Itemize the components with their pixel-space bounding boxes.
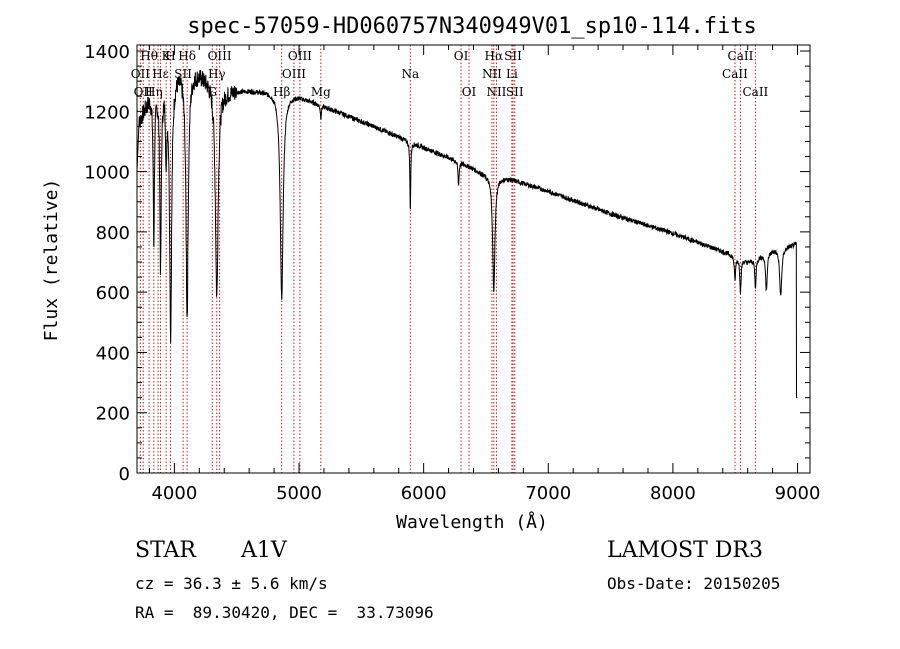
line-marker-labels: OII OII Hθ Hη Hε KH SII Hδ G Hγ OIII Hβ OIII OIII Mg Na… [131,49,769,99]
y-tick-label: 1000 [84,163,130,184]
line-marker-label: Hε [152,67,169,81]
y-tick-label: 200 [96,404,130,425]
chart-title: spec-57059-HD060757N340949V01_sp10-114.f… [187,14,757,39]
x-tick-label: 7000 [525,483,571,504]
survey-name: LAMOST DR3 [607,538,763,563]
x-tick-label: 4000 [151,483,197,504]
line-marker-label: SII [506,85,524,99]
line-marker-label: OIII [282,67,306,81]
line-marker-label: Hβ [273,85,290,99]
redshift-cz: cz = 36.3 ± 5.6 km/s [135,574,328,593]
line-marker-label: Hθ [140,49,158,63]
line-marker-label: CaII [728,49,754,63]
observation-date: Obs-Date: 20150205 [607,574,781,593]
line-marker-label: OII [131,67,151,81]
y-tick-label: 1200 [84,102,130,123]
x-tick-label: 6000 [401,483,447,504]
line-markers [139,45,756,473]
line-marker-label: G [207,85,217,99]
object-class: STAR [135,538,196,563]
line-marker-label: Na [401,67,419,81]
y-tick-label: 0 [119,464,130,485]
line-marker-label: OIII [288,49,312,63]
line-marker-label: SII [174,67,192,81]
line-marker-label: H [165,49,175,63]
line-marker-label: Li [506,67,518,81]
y-tick-label: 800 [96,223,130,244]
x-axis-label: Wavelength (Å) [396,511,548,533]
line-marker-label: Mg [311,85,331,99]
coordinates: RA = 89.30420, DEC = 33.73096 [135,603,434,622]
line-marker-label: OI [454,49,469,63]
axis-ticks: 4000 5000 6000 7000 8000 9000 0 200 400 600 800 100… [84,42,820,504]
line-marker-label: K [162,49,172,63]
y-tick-label: 400 [96,343,130,364]
plot-frame [136,44,811,474]
x-tick-label: 8000 [650,483,696,504]
line-marker-label: Hα [485,49,504,63]
line-marker-label: NII [486,85,506,99]
line-marker-label: Hγ [208,67,226,81]
line-marker-label: OI [462,85,477,99]
y-tick-label: 1400 [84,42,130,63]
spectrum-series-line [136,69,798,399]
line-marker-label: Hδ [178,49,196,63]
line-marker-label: CaII [742,85,768,99]
x-tick-label: 9000 [775,483,821,504]
x-tick-label: 5000 [276,483,322,504]
line-marker-label: CaII [722,67,748,81]
y-tick-label: 600 [96,283,130,304]
line-marker-label: OIII [208,49,232,63]
line-marker-label: Hη [145,85,163,99]
y-axis-label: Flux (relative) [41,179,62,342]
line-marker-label: SII [504,49,522,63]
line-marker-label: OII [134,85,154,99]
line-marker-label: NII [482,67,502,81]
object-subclass: A1V [241,538,287,563]
